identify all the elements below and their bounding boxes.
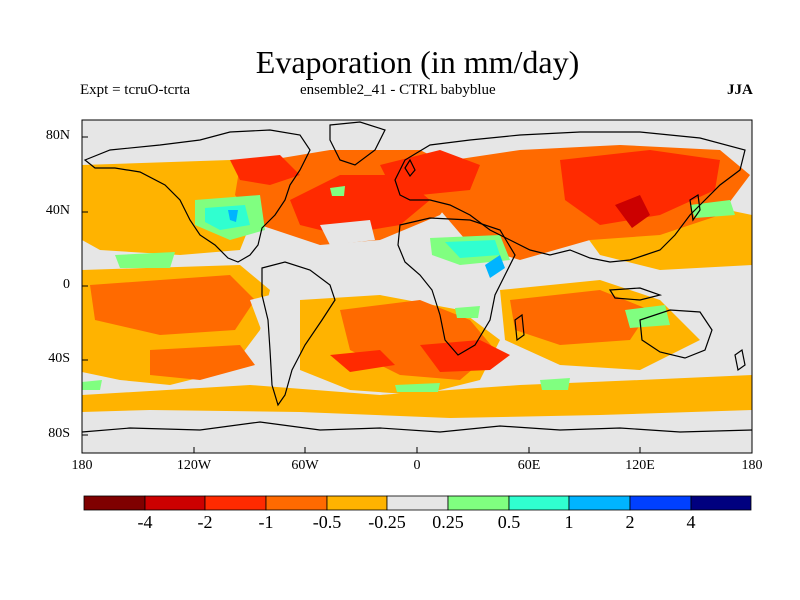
anomaly-max-central-asia [560, 150, 720, 225]
map-panel [81, 119, 753, 454]
anomaly-max-southeast-pacific [330, 350, 395, 372]
y-label-80s: 80S [48, 426, 70, 441]
x-label-180-west: 180 [71, 458, 93, 473]
x-label-60w: 60W [291, 458, 319, 473]
coastline-australia [639, 309, 713, 359]
anomaly-band-southern-ocean [82, 375, 752, 418]
anomaly-max-north-atlantic [290, 175, 430, 235]
season-label: JJA [727, 82, 753, 98]
positive-anomaly-southern-ocean [395, 383, 440, 392]
page-title: Evaporation (in mm/day) [255, 44, 580, 80]
colorbar-box-6 [386, 495, 449, 511]
positive-anomaly-north-america-core [205, 205, 250, 230]
y-label-40n: 40N [45, 203, 70, 218]
positive-anomaly-west-pacific-small [82, 380, 102, 390]
anomaly-core-tropical-pacific [90, 275, 255, 335]
colorbar-label-9: 2 [625, 512, 635, 532]
colorbar-label-1: -4 [137, 512, 153, 532]
coastline-indonesia [608, 287, 663, 301]
coastline-uk [404, 158, 416, 178]
positive-anomaly-south-atlantic-small [540, 378, 570, 390]
anomaly-max-east-asia [615, 195, 650, 228]
colorbar-box-11 [690, 495, 752, 511]
positive-anomaly-east-pacific [115, 252, 175, 268]
colorbar-label-3: -1 [258, 512, 274, 532]
colorbar-label-5: -0.25 [368, 512, 406, 532]
x-label-60e: 60E [517, 458, 541, 473]
coastline-madagascar [514, 313, 525, 342]
x-label-180-east: 180 [741, 458, 763, 473]
x-label-0: 0 [413, 458, 421, 473]
positive-anomaly-maritime [625, 305, 670, 328]
colorbar-box-8 [508, 495, 570, 511]
neutral-zone-east-pacific [250, 290, 300, 340]
coastline-antarctica [81, 421, 753, 433]
anomaly-core-south-pacific [150, 345, 255, 380]
colorbar-box-3 [204, 495, 267, 511]
ensemble-label: ensemble2_41 - CTRL babyblue [300, 82, 496, 98]
x-label-120w: 120W [176, 458, 212, 473]
colorbar-box-4 [265, 495, 328, 511]
colorbar-label-10: 4 [686, 512, 696, 532]
colorbar-label-6: 0.25 [432, 512, 464, 532]
coastline-eurasia [394, 131, 746, 263]
positive-anomaly-sahel-core [445, 240, 500, 258]
colorbar-box-7 [447, 495, 510, 511]
y-label-0: 0 [63, 277, 70, 292]
colorbar-label-4: -0.5 [312, 512, 342, 532]
positive-anomaly-north-america-peak [228, 210, 238, 222]
coastline-north-america [83, 129, 311, 263]
anomaly-max-north-america [230, 155, 300, 185]
positive-anomaly-horn-africa [485, 255, 505, 278]
experiment-label: Expt = tcruO-tcrta [80, 82, 191, 98]
coastline-africa [397, 217, 516, 356]
coastline-new-zealand [734, 348, 746, 372]
colorbar-label-7: 0.5 [497, 512, 521, 532]
coastline-greenland [329, 121, 386, 166]
positive-anomaly-atlantic-small [330, 186, 345, 196]
colorbar [83, 495, 752, 511]
colorbar-label-2: -2 [197, 512, 213, 532]
map-ticks [82, 136, 641, 453]
coastlines [81, 121, 753, 433]
colorbar-box-5 [326, 495, 388, 511]
colorbar-box-9 [568, 495, 631, 511]
anomaly-max-south-atlantic [420, 340, 510, 372]
anomaly-contours [82, 145, 752, 418]
y-label-80n: 80N [45, 128, 70, 143]
positive-anomaly-south-indian [455, 306, 480, 318]
colorbar-box-10 [629, 495, 692, 511]
colorbar-box-2 [144, 495, 206, 511]
neutral-zone-atlantic [320, 220, 375, 245]
colorbar-box-1 [83, 495, 146, 511]
coastline-japan [689, 193, 701, 222]
anomaly-core-indian [510, 290, 650, 345]
colorbar-label-8: 1 [564, 512, 574, 532]
x-label-120e: 120E [625, 458, 655, 473]
coastline-south-america [261, 261, 336, 407]
y-label-40s: 40S [48, 351, 70, 366]
